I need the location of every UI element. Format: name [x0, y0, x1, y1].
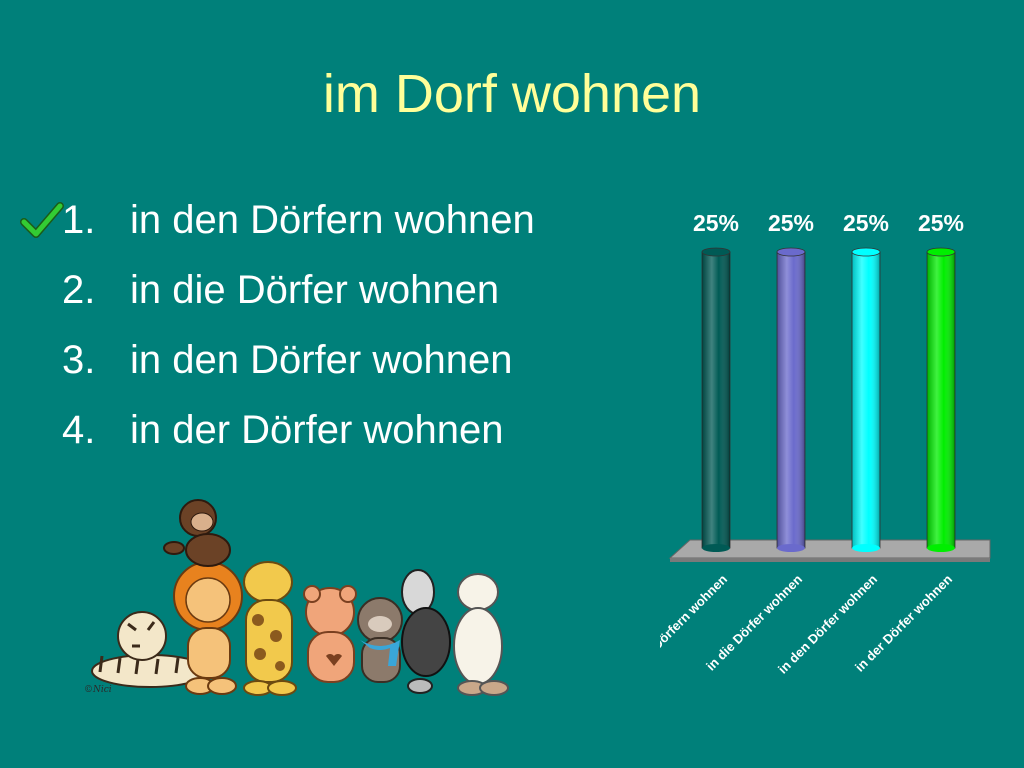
answer-option-1[interactable]: 1. in den Dörfern wohnen: [0, 190, 680, 250]
data-label-2: 25%: [768, 210, 814, 236]
bar-4: [926, 247, 956, 552]
bar-shading: [852, 252, 880, 548]
data-label-3: 25%: [843, 210, 889, 236]
slide-title: im Dorf wohnen: [322, 64, 702, 124]
data-label-4: 25%: [918, 210, 964, 236]
chart-floor-edge: [670, 558, 990, 562]
bar-2: [776, 247, 806, 552]
option-text: in den Dörfer wohnen: [130, 338, 513, 382]
giraffe-figure: [243, 561, 297, 696]
bar-bottom-cap: [852, 544, 880, 552]
bar-bottom-cap: [777, 544, 805, 552]
answer-option-3[interactable]: 3. in den Dörfer wohnen: [0, 330, 680, 390]
answer-option-2[interactable]: 2. in die Dörfer wohnen: [0, 260, 680, 320]
bear-figure: [303, 585, 357, 683]
option-text: in der Dörfer wohnen: [130, 408, 504, 452]
answer-option-4[interactable]: 4. in der Dörfer wohnen: [0, 400, 680, 460]
bar-1: [701, 247, 731, 552]
lion-figure: [173, 561, 243, 695]
data-label-1: 25%: [693, 210, 739, 236]
bar-shading: [702, 252, 730, 548]
raccoon-figure: [357, 597, 403, 683]
bar-top-cap: [926, 247, 956, 257]
white-sheep-figure: [453, 573, 509, 696]
option-number: 3.: [62, 338, 96, 382]
option-number: 4.: [62, 408, 96, 452]
bar-top-cap: [851, 247, 881, 257]
check-icon: [20, 202, 64, 238]
bar-shading: [777, 252, 805, 548]
bar-3: [851, 247, 881, 552]
stuffed-animals-illustration: ©Nici: [84, 499, 509, 696]
bar-top-cap: [776, 247, 806, 257]
bar-bottom-cap: [927, 544, 955, 552]
black-sheep-figure: [401, 569, 451, 694]
bar-shading: [927, 252, 955, 548]
monkey-figure: [163, 499, 231, 567]
bar-bottom-cap: [702, 544, 730, 552]
option-number: 2.: [62, 268, 96, 312]
option-text: in den Dörfern wohnen: [130, 198, 535, 242]
illustration-signature: ©Nici: [84, 685, 112, 695]
option-number: 1.: [62, 198, 96, 242]
option-text: in die Dörfer wohnen: [130, 268, 500, 312]
bar-top-cap: [701, 247, 731, 257]
